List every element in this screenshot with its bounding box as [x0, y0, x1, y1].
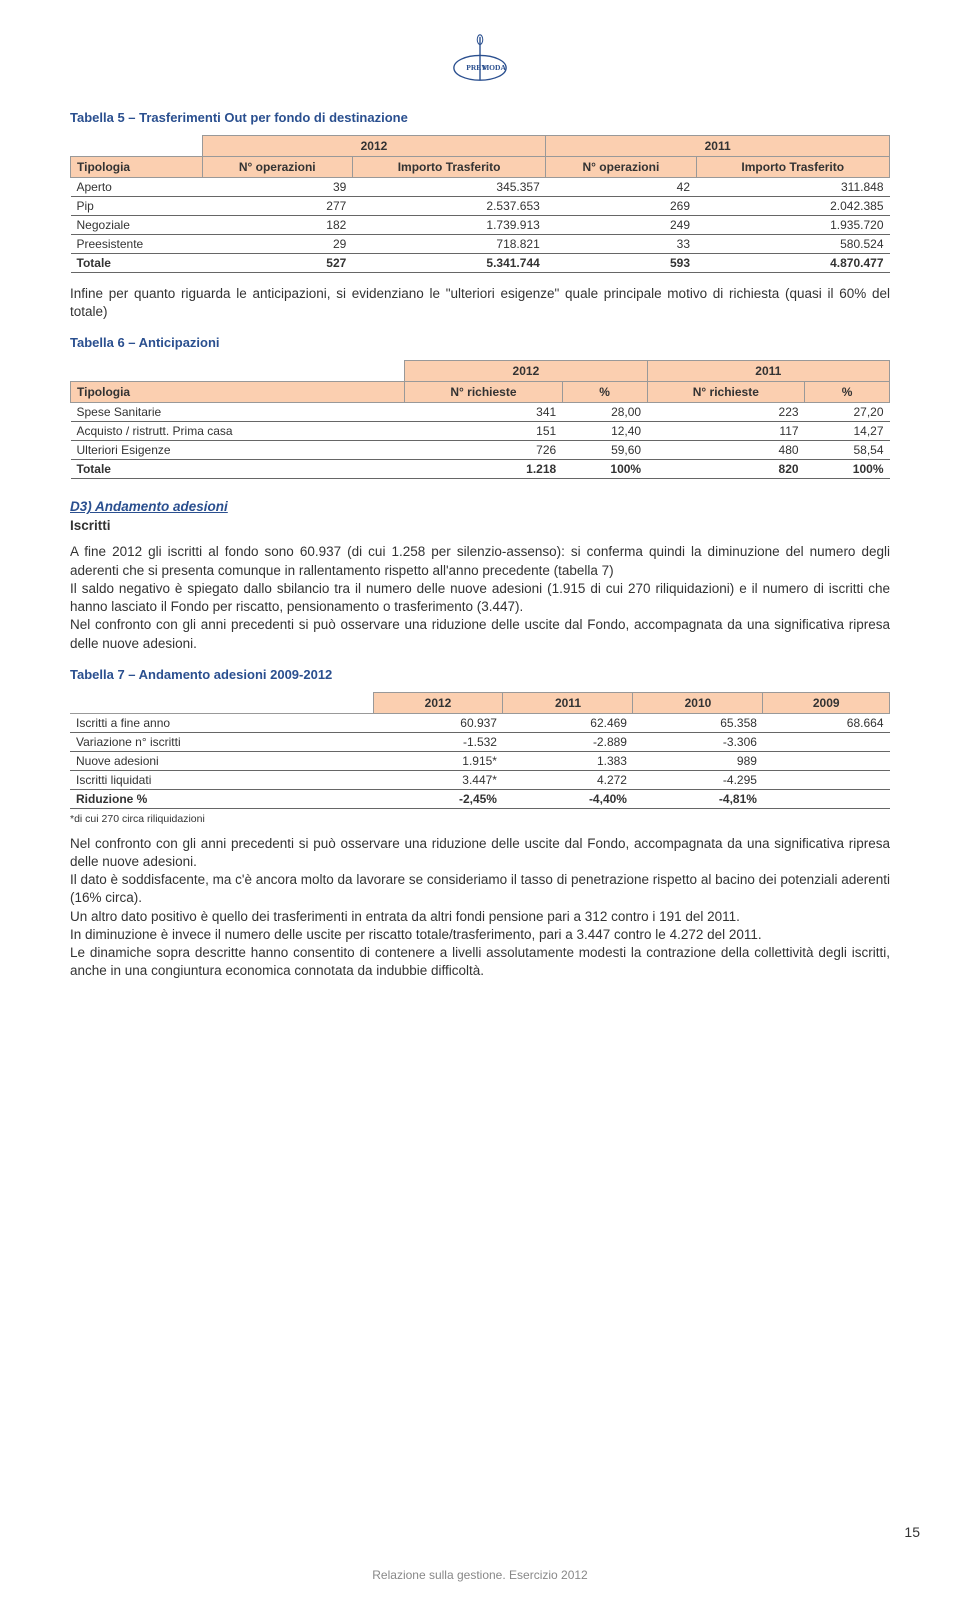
table5: 2012 2011 Tipologia N° operazioni Import… — [70, 135, 890, 273]
table-row: Spese Sanitarie34128,0022327,20 — [71, 403, 890, 422]
table-row: Acquisto / ristrutt. Prima casa15112,401… — [71, 422, 890, 441]
table6: 2012 2011 Tipologia N° richieste % N° ri… — [70, 360, 890, 479]
table-row-total: Totale5275.341.7445934.870.477 — [71, 254, 890, 273]
logo: PREV MODA — [70, 30, 890, 90]
table6-title: Tabella 6 – Anticipazioni — [70, 335, 890, 350]
table-row: Ulteriori Esigenze72659,6048058,54 — [71, 441, 890, 460]
table-row: Variazione n° iscritti-1.532-2.889-3.306 — [70, 732, 890, 751]
table-row: Aperto39345.35742311.848 — [71, 178, 890, 197]
table-row-total: Totale1.218100%820100% — [71, 460, 890, 479]
d3-sub: Iscritti — [70, 518, 890, 533]
para1: Infine per quanto riguarda le anticipazi… — [70, 285, 890, 321]
d3-para: A fine 2012 gli iscritti al fondo sono 6… — [70, 543, 890, 652]
table7-footnote: *di cui 270 circa riliquidazioni — [70, 813, 890, 825]
d3-heading: D3) Andamento adesioni — [70, 499, 890, 514]
table-row: Iscritti a fine anno60.93762.46965.35868… — [70, 713, 890, 732]
table-row: Pip2772.537.6532692.042.385 — [71, 197, 890, 216]
table-row: Negoziale1821.739.9132491.935.720 — [71, 216, 890, 235]
table-row: Riduzione %-2,45%-4,40%-4,81% — [70, 789, 890, 808]
table7-title: Tabella 7 – Andamento adesioni 2009-2012 — [70, 667, 890, 682]
svg-text:MODA: MODA — [482, 63, 506, 72]
table-row: Nuove adesioni1.915*1.383989 — [70, 751, 890, 770]
table-row: Preesistente29718.82133580.524 — [71, 235, 890, 254]
table7: 2012 2011 2010 2009 Iscritti a fine anno… — [70, 692, 890, 809]
table-row: Iscritti liquidati3.447*4.272-4.295 — [70, 770, 890, 789]
footer-text: Relazione sulla gestione. Esercizio 2012 — [0, 1568, 960, 1582]
table5-title: Tabella 5 – Trasferimenti Out per fondo … — [70, 110, 890, 125]
page-number: 15 — [904, 1524, 920, 1540]
para-final: Nel confronto con gli anni precedenti si… — [70, 835, 890, 981]
